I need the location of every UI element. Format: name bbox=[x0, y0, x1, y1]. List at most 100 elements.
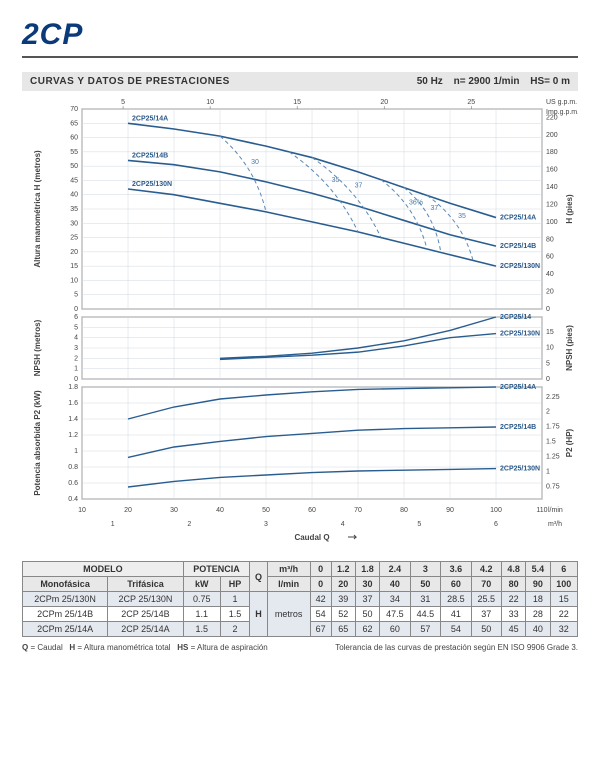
legend-q-txt: = Caudal bbox=[30, 643, 62, 652]
svg-text:2: 2 bbox=[74, 355, 78, 362]
svg-text:37: 37 bbox=[431, 205, 439, 212]
cell: 1.5 bbox=[220, 607, 249, 622]
q-value-cell: 20 bbox=[331, 577, 355, 592]
svg-text:50: 50 bbox=[262, 507, 270, 514]
h-label-cell: H bbox=[250, 592, 267, 637]
svg-text:Altura manométrica H (metros: Altura manométrica H (metros) bbox=[33, 150, 42, 268]
cell: 2CPm 25/14B bbox=[23, 607, 108, 622]
svg-text:10: 10 bbox=[70, 277, 78, 284]
h-value-cell: 37 bbox=[355, 592, 379, 607]
h-value-cell: 52 bbox=[331, 607, 355, 622]
svg-text:30: 30 bbox=[251, 159, 259, 166]
svg-text:20: 20 bbox=[70, 249, 78, 256]
h-value-cell: 44.5 bbox=[410, 607, 440, 622]
h-value-cell: 28 bbox=[526, 607, 550, 622]
svg-text:6: 6 bbox=[494, 521, 498, 528]
q-value-cell: 5.4 bbox=[526, 562, 550, 577]
q-value-cell: 100 bbox=[550, 577, 578, 592]
cell: 2CPm 25/130N bbox=[23, 592, 108, 607]
hs-label: HS= 0 m bbox=[530, 76, 570, 87]
svg-text:2CP25/14B: 2CP25/14B bbox=[500, 424, 536, 431]
svg-text:45: 45 bbox=[70, 177, 78, 184]
svg-text:0.75: 0.75 bbox=[546, 483, 560, 490]
q-value-cell: 1.2 bbox=[331, 562, 355, 577]
svg-text:NPSH (pies): NPSH (pies) bbox=[565, 325, 574, 371]
svg-text:2: 2 bbox=[546, 409, 550, 416]
h-value-cell: 45 bbox=[502, 622, 526, 637]
performance-charts: 05101520253035404550556065702CP25/14A2CP… bbox=[22, 91, 578, 553]
svg-text:180: 180 bbox=[546, 149, 558, 156]
h-value-cell: 33 bbox=[502, 607, 526, 622]
q-value-cell: 60 bbox=[441, 577, 471, 592]
q-value-cell: 4.2 bbox=[471, 562, 501, 577]
svg-text:5: 5 bbox=[74, 292, 78, 299]
svg-text:200: 200 bbox=[546, 132, 558, 139]
cell: 1 bbox=[220, 592, 249, 607]
h-value-cell: 37 bbox=[471, 607, 501, 622]
freq-label: 50 Hz bbox=[417, 76, 443, 87]
svg-text:35: 35 bbox=[458, 213, 466, 220]
footer-tolerance: Tolerancia de las curvas de prestación s… bbox=[335, 643, 578, 652]
th-kw: kW bbox=[183, 577, 220, 592]
svg-text:30: 30 bbox=[70, 220, 78, 227]
svg-text:140: 140 bbox=[546, 184, 558, 191]
svg-text:40: 40 bbox=[546, 271, 554, 278]
svg-text:1: 1 bbox=[74, 366, 78, 373]
svg-text:65: 65 bbox=[70, 120, 78, 127]
h-value-cell: 62 bbox=[355, 622, 379, 637]
svg-text:0: 0 bbox=[74, 306, 78, 313]
svg-text:90: 90 bbox=[446, 507, 454, 514]
h-value-cell: 15 bbox=[550, 592, 578, 607]
svg-text:1: 1 bbox=[74, 448, 78, 455]
svg-text:2CP25/130N: 2CP25/130N bbox=[500, 263, 540, 270]
svg-text:120: 120 bbox=[546, 201, 558, 208]
svg-text:15: 15 bbox=[70, 263, 78, 270]
h-value-cell: 60 bbox=[380, 622, 410, 637]
svg-text:70: 70 bbox=[70, 106, 78, 113]
svg-text:1.5: 1.5 bbox=[546, 439, 556, 446]
svg-text:1: 1 bbox=[111, 521, 115, 528]
svg-text:2CP25/14A: 2CP25/14A bbox=[500, 384, 536, 391]
h-value-cell: 65 bbox=[331, 622, 355, 637]
svg-text:4: 4 bbox=[74, 335, 78, 342]
q-value-cell: 80 bbox=[502, 577, 526, 592]
svg-text:2.25: 2.25 bbox=[546, 394, 560, 401]
q-value-cell: 0 bbox=[310, 562, 331, 577]
h-value-cell: 34 bbox=[380, 592, 410, 607]
svg-text:20: 20 bbox=[546, 289, 554, 296]
q-value-cell: 90 bbox=[526, 577, 550, 592]
svg-text:0: 0 bbox=[546, 306, 550, 313]
svg-text:100: 100 bbox=[490, 507, 502, 514]
q-value-cell: 4.8 bbox=[502, 562, 526, 577]
svg-text:40: 40 bbox=[216, 507, 224, 514]
svg-text:US g.p.m.: US g.p.m. bbox=[546, 99, 577, 106]
h-value-cell: 57 bbox=[410, 622, 440, 637]
h-value-cell: 32 bbox=[550, 622, 578, 637]
svg-text:20: 20 bbox=[124, 507, 132, 514]
svg-text:10: 10 bbox=[206, 99, 214, 106]
h-value-cell: 47.5 bbox=[380, 607, 410, 622]
svg-text:2CP25/14: 2CP25/14 bbox=[500, 314, 531, 321]
h-value-cell: 25.5 bbox=[471, 592, 501, 607]
svg-text:l/min: l/min bbox=[548, 507, 563, 514]
svg-text:50: 50 bbox=[70, 163, 78, 170]
svg-text:10: 10 bbox=[546, 345, 554, 352]
cell: 1.1 bbox=[183, 607, 220, 622]
h-value-cell: 18 bbox=[526, 592, 550, 607]
h-value-cell: 31 bbox=[410, 592, 440, 607]
svg-text:3: 3 bbox=[74, 345, 78, 352]
svg-text:15: 15 bbox=[293, 99, 301, 106]
svg-text:2CP25/14B: 2CP25/14B bbox=[500, 243, 536, 250]
svg-text:80: 80 bbox=[400, 507, 408, 514]
h-value-cell: 40 bbox=[526, 622, 550, 637]
h-value-cell: 22 bbox=[502, 592, 526, 607]
table-body: 2CPm 25/130N2CP 25/130N0.751Hmetros42393… bbox=[23, 592, 578, 637]
performance-table: MODELO POTENCIA Q m³/h 01.21.82.433.64.2… bbox=[22, 561, 578, 637]
svg-text:1.6: 1.6 bbox=[68, 400, 78, 407]
svg-text:10: 10 bbox=[78, 507, 86, 514]
svg-text:0: 0 bbox=[74, 376, 78, 383]
svg-text:25: 25 bbox=[467, 99, 475, 106]
table-row: 2CPm 25/130N2CP 25/130N0.751Hmetros42393… bbox=[23, 592, 578, 607]
svg-text:NPSH (metros): NPSH (metros) bbox=[33, 319, 42, 376]
q-value-cell: 3 bbox=[410, 562, 440, 577]
